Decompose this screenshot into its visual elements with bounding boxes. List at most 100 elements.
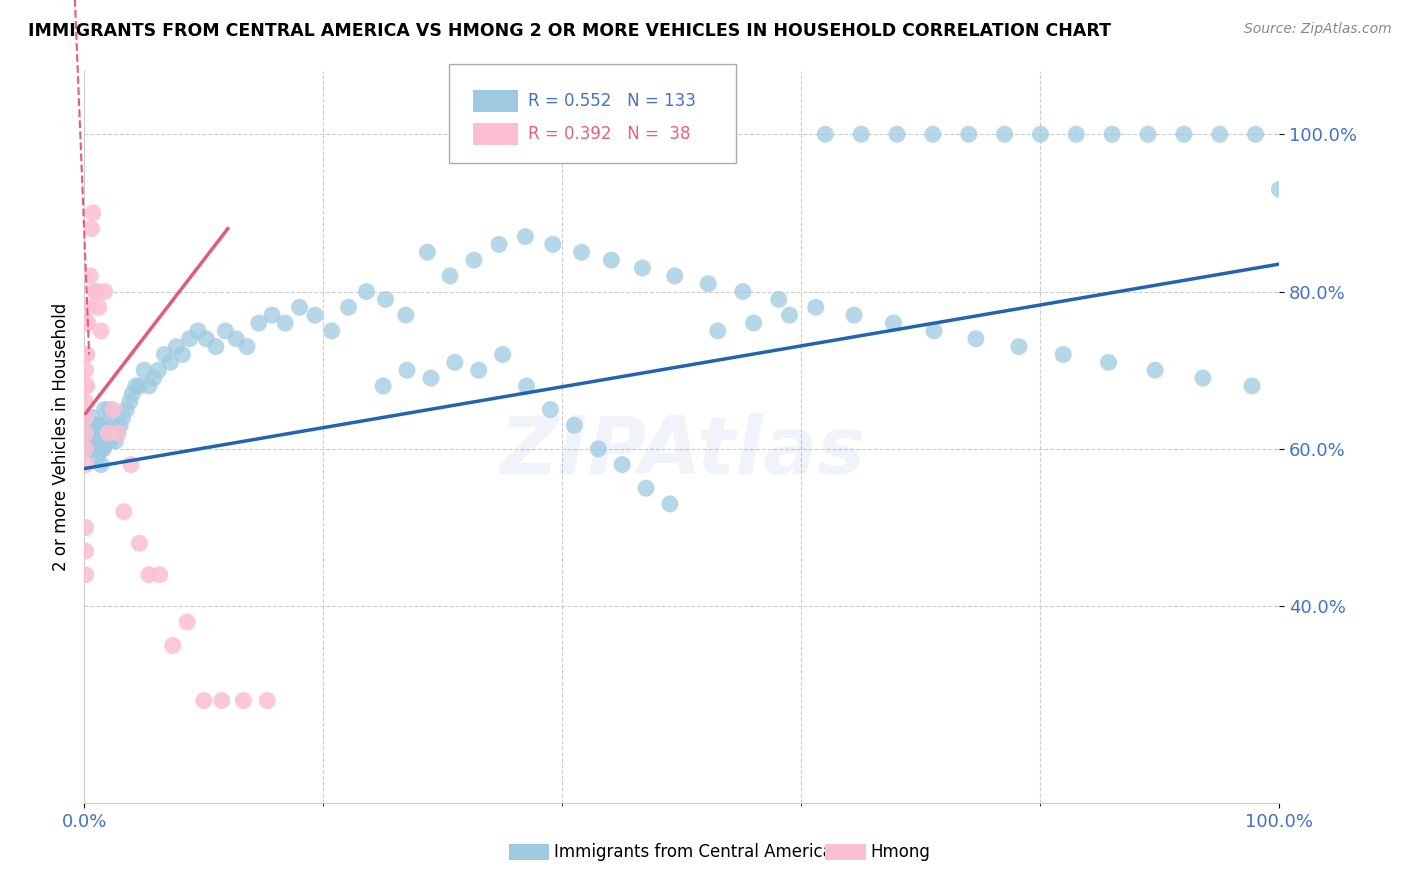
Point — [128, 536, 150, 550]
Point — [120, 458, 142, 472]
Point — [707, 324, 730, 338]
Point — [86, 285, 108, 299]
Point — [148, 363, 170, 377]
Point — [488, 237, 510, 252]
Y-axis label: 2 or more Vehicles in Household: 2 or more Vehicles in Household — [52, 303, 70, 571]
Point — [1244, 128, 1267, 142]
Point — [373, 379, 395, 393]
Point — [420, 371, 443, 385]
Text: R = 0.392   N =  38: R = 0.392 N = 38 — [527, 125, 690, 143]
Point — [1144, 363, 1167, 377]
Text: Source: ZipAtlas.com: Source: ZipAtlas.com — [1244, 22, 1392, 37]
Point — [103, 426, 125, 441]
Point — [101, 402, 124, 417]
Point — [179, 332, 201, 346]
Point — [107, 426, 129, 441]
Point — [176, 615, 198, 629]
Point — [659, 497, 682, 511]
Point — [1268, 182, 1291, 196]
Point — [93, 426, 115, 441]
Point — [75, 426, 97, 441]
Point — [396, 363, 419, 377]
Point — [540, 402, 562, 417]
Point — [165, 340, 187, 354]
Point — [97, 426, 120, 441]
FancyBboxPatch shape — [449, 64, 735, 163]
Point — [96, 426, 118, 441]
Point — [232, 693, 254, 707]
Point — [112, 505, 135, 519]
Point — [288, 301, 311, 315]
Point — [588, 442, 610, 456]
Point — [193, 693, 215, 707]
Point — [82, 410, 104, 425]
Point — [1209, 128, 1232, 142]
Point — [882, 316, 904, 330]
Point — [75, 363, 97, 377]
Point — [77, 301, 100, 315]
Point — [236, 340, 259, 354]
Point — [304, 308, 326, 322]
Bar — [825, 844, 866, 860]
Point — [79, 418, 101, 433]
Point — [321, 324, 343, 338]
Point — [79, 268, 101, 283]
Point — [104, 434, 127, 448]
Point — [87, 418, 110, 433]
Point — [93, 434, 115, 448]
Point — [256, 693, 278, 707]
Point — [463, 253, 485, 268]
Point — [75, 442, 97, 456]
Point — [439, 268, 461, 283]
Point — [84, 434, 107, 448]
Point — [1137, 128, 1160, 142]
Point — [75, 520, 97, 534]
Point — [994, 128, 1017, 142]
Point — [80, 434, 103, 448]
Point — [965, 332, 987, 346]
Point — [86, 434, 108, 448]
Point — [697, 277, 720, 291]
Point — [75, 394, 97, 409]
Point — [1192, 371, 1215, 385]
Text: IMMIGRANTS FROM CENTRAL AMERICA VS HMONG 2 OR MORE VEHICLES IN HOUSEHOLD CORRELA: IMMIGRANTS FROM CENTRAL AMERICA VS HMONG… — [28, 22, 1111, 40]
Point — [79, 442, 101, 456]
Point — [159, 355, 181, 369]
Bar — [472, 122, 519, 145]
Point — [90, 434, 112, 448]
Point — [75, 379, 97, 393]
Point — [83, 442, 105, 456]
Point — [631, 260, 654, 275]
Point — [492, 347, 515, 361]
Point — [274, 316, 297, 330]
Point — [1101, 128, 1123, 142]
Point — [768, 293, 790, 307]
Point — [86, 450, 108, 464]
Point — [97, 434, 120, 448]
Point — [90, 458, 112, 472]
Point — [564, 418, 586, 433]
Point — [76, 379, 98, 393]
Bar — [509, 844, 550, 860]
Point — [121, 387, 143, 401]
Point — [851, 128, 873, 142]
Text: Immigrants from Central America: Immigrants from Central America — [554, 843, 832, 861]
Point — [76, 316, 98, 330]
Point — [80, 418, 103, 433]
Point — [922, 324, 945, 338]
Point — [214, 324, 236, 338]
Point — [75, 458, 97, 472]
Point — [395, 308, 418, 322]
Point — [80, 221, 103, 235]
Point — [516, 379, 538, 393]
Point — [515, 229, 537, 244]
Point — [225, 332, 247, 346]
Point — [84, 418, 107, 433]
Point — [468, 363, 491, 377]
Point — [110, 418, 132, 433]
Point — [356, 285, 378, 299]
Point — [664, 268, 686, 283]
Point — [1008, 340, 1031, 354]
Point — [922, 128, 945, 142]
Point — [731, 285, 754, 299]
